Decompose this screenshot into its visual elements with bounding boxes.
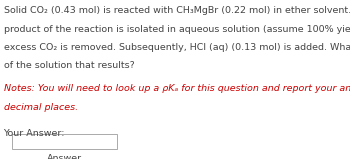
Text: Solid CO₂ (0.43 mol) is reacted with CH₃MgBr (0.22 mol) in ether solvent. The: Solid CO₂ (0.43 mol) is reacted with CH₃… bbox=[4, 6, 350, 15]
Text: of the solution that results?: of the solution that results? bbox=[4, 61, 134, 70]
Text: excess CO₂ is removed. Subsequently, HCl (aq) (0.13 mol) is added. What is the p: excess CO₂ is removed. Subsequently, HCl… bbox=[4, 43, 350, 52]
Text: Answer: Answer bbox=[47, 154, 82, 159]
Text: decimal places.: decimal places. bbox=[4, 103, 78, 112]
Text: Notes: You will need to look up a ρKₐ for this question and report your answer t: Notes: You will need to look up a ρKₐ fo… bbox=[4, 84, 350, 93]
FancyBboxPatch shape bbox=[12, 134, 117, 149]
Text: Your Answer:: Your Answer: bbox=[4, 129, 65, 138]
Text: product of the reaction is isolated in aqueous solution (assume 100% yield) and: product of the reaction is isolated in a… bbox=[4, 25, 350, 34]
